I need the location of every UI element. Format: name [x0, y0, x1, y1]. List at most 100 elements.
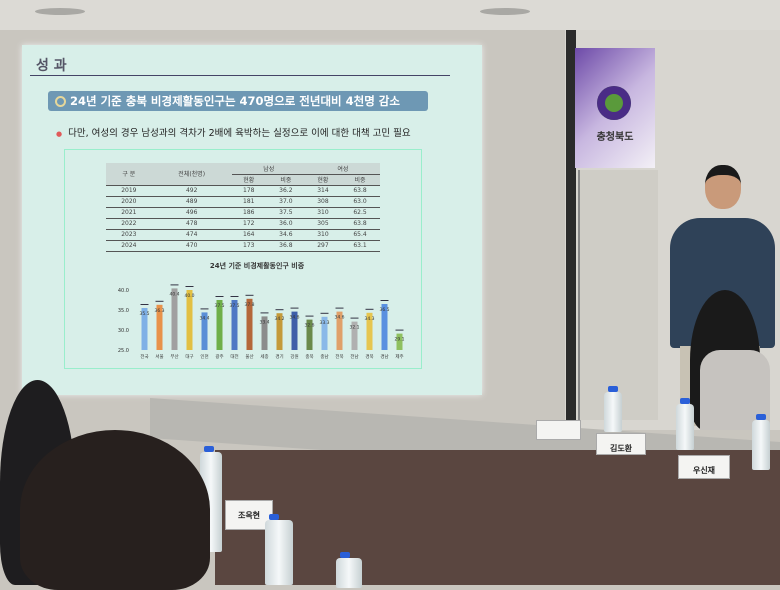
data-table: 구 분 전체(천명) 남성 여성 현황 비중 현황 비중 2019 492 178 36.2 314…	[106, 163, 380, 252]
data-label: 36.5	[379, 307, 389, 313]
bar-cap	[155, 300, 164, 302]
bar	[381, 304, 388, 350]
table-cell: 186	[231, 207, 266, 219]
bar	[366, 312, 373, 350]
th: 전체(천명)	[151, 163, 232, 186]
bar	[246, 298, 253, 350]
th: 현황	[305, 174, 341, 186]
water-bottle	[676, 398, 694, 450]
x-tick-label: 전남	[350, 353, 358, 360]
bar	[156, 304, 163, 350]
bar-cap	[275, 309, 284, 311]
th: 구 분	[106, 163, 152, 186]
x-tick-label: 경기	[275, 353, 283, 360]
name-plate: 김도환	[596, 433, 646, 455]
x-tick-label: 인천	[200, 353, 208, 360]
bar-cap	[365, 308, 374, 310]
door	[578, 170, 658, 420]
bar	[306, 319, 313, 350]
y-tick-label: 35.0	[118, 308, 129, 314]
table-cell: 181	[231, 196, 266, 208]
chart-title: 24년 기준 비경제활동인구 비중	[210, 261, 305, 270]
table-cell: 2023	[106, 229, 152, 241]
table-cell: 173	[231, 240, 266, 252]
bar	[186, 290, 193, 350]
bar	[321, 316, 328, 350]
table-row: 2022 478 172 36.0 305 63.8	[106, 218, 380, 230]
table-cell: 310	[305, 229, 341, 241]
data-label: 35.5	[139, 311, 149, 317]
bar-cap	[215, 296, 224, 297]
table-cell: 36.0	[265, 218, 306, 230]
bar-cap	[290, 307, 299, 309]
data-label: 34.4	[199, 315, 209, 321]
data-label: 36.3	[154, 308, 164, 314]
th: 남성	[231, 163, 306, 175]
bar-cap	[305, 315, 314, 317]
bar	[141, 308, 148, 350]
data-label: 32.1	[349, 325, 359, 331]
water-bottle	[752, 414, 770, 470]
chungbuk-logo-icon	[597, 86, 631, 120]
table-cell: 305	[305, 218, 341, 230]
table-cell: 2019	[106, 185, 152, 197]
data-label: 40.4	[169, 291, 179, 297]
ceiling	[0, 0, 780, 30]
table-cell: 314	[305, 185, 341, 197]
table-row: 2024 470 173 36.8 297 63.1	[106, 240, 380, 252]
table-cell: 34.6	[265, 229, 306, 241]
table-cell: 2021	[106, 207, 152, 219]
x-tick-label: 세종	[260, 353, 268, 360]
table-cell: 492	[151, 185, 232, 197]
table-cell: 36.2	[265, 185, 306, 197]
y-tick-label: 30.0	[118, 328, 129, 334]
table-cell: 489	[151, 196, 232, 208]
bar-cap	[260, 312, 269, 314]
x-tick-label: 전국	[140, 353, 148, 360]
slide-title: 성 과	[36, 58, 67, 74]
data-label: 37.5	[229, 303, 239, 309]
table-cell: 65.4	[340, 229, 380, 241]
pillar	[566, 30, 576, 430]
x-tick-label: 부산	[170, 353, 178, 360]
content-box	[64, 149, 422, 369]
bar-chart: 24년 기준 비경제활동인구 비중 25.0 30.0 35.0 40.0 35.5 전국…	[118, 261, 405, 360]
y-tick-label: 40.0	[118, 288, 129, 294]
th: 비중	[340, 174, 380, 186]
projected-slide: 성 과 24년 기준 충북 비경제활동인구는 470명으로 전년대비 4천명 감…	[22, 45, 482, 395]
table-cell: 63.8	[340, 185, 380, 197]
x-tick-label: 광주	[215, 353, 223, 360]
table-row: 2020 489 181 37.0 308 63.0	[106, 196, 380, 208]
chungbuk-banner: 충청북도	[575, 48, 655, 168]
x-tick-label: 울산	[245, 353, 253, 360]
bar-cap	[140, 304, 149, 305]
table-cell: 178	[231, 185, 266, 197]
slide-headline: 24년 기준 충북 비경제활동인구는 470명으로 전년대비 4천명 감소	[48, 91, 428, 111]
data-label: 34.6	[289, 315, 299, 321]
water-bottle	[336, 552, 362, 588]
bar-cap	[320, 312, 329, 314]
table-cell: 63.1	[340, 240, 380, 252]
bar	[261, 316, 268, 350]
table-cell: 63.0	[340, 196, 380, 208]
x-tick-label: 대전	[230, 353, 238, 360]
th: 비중	[265, 174, 306, 186]
table-cell: 2024	[106, 240, 152, 252]
table-cell: 2022	[106, 218, 152, 230]
table-cell: 470	[151, 240, 232, 252]
bar-cap	[395, 329, 404, 331]
table-cell: 478	[151, 218, 232, 230]
data-label: 37.5	[214, 303, 224, 309]
y-tick-label: 25.0	[118, 348, 129, 354]
banner-name: 충청북도	[596, 132, 634, 143]
table-cell: 164	[231, 229, 266, 241]
bar-cap	[335, 307, 344, 309]
bar	[231, 300, 238, 350]
table-cell: 36.8	[265, 240, 306, 252]
x-tick-label: 충북	[305, 353, 313, 360]
table-cell: 297	[305, 240, 341, 252]
data-label: 34.3	[364, 316, 374, 322]
divider	[30, 75, 450, 76]
name-plate: 우신재	[678, 455, 730, 479]
audience-head	[20, 430, 210, 590]
